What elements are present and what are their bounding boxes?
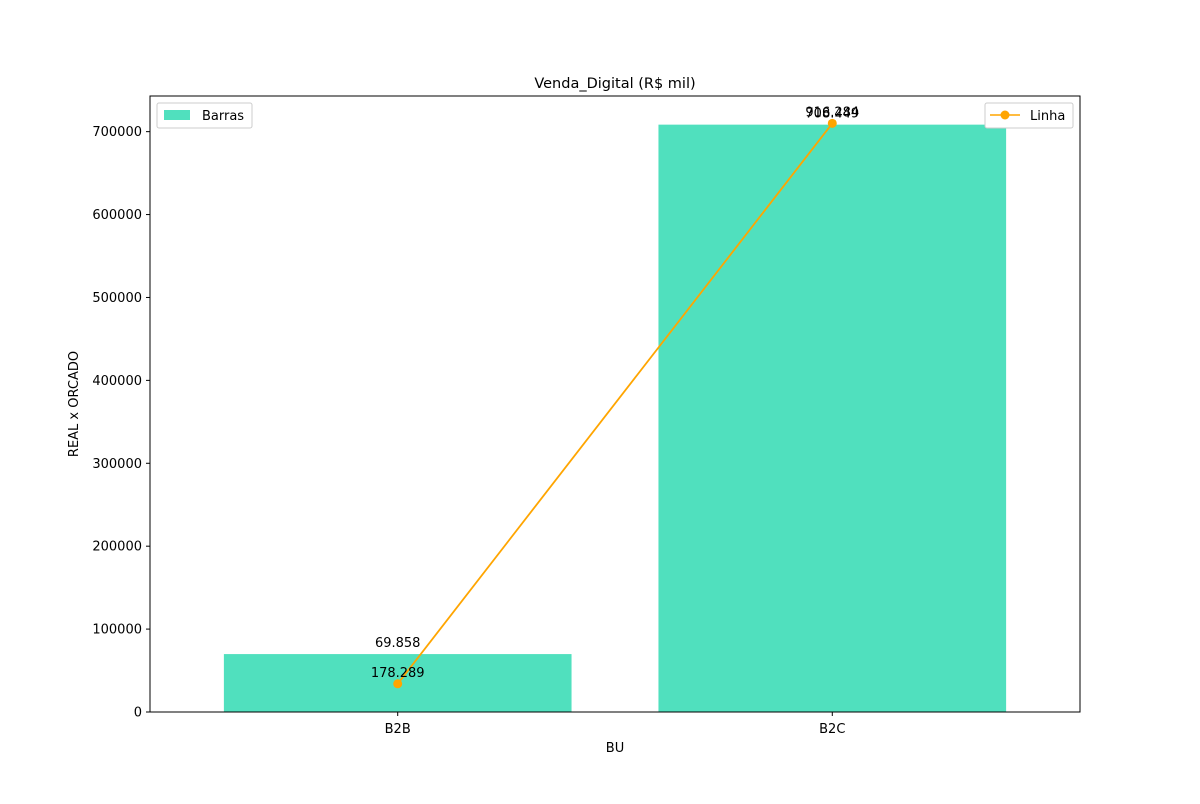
y-tick-label: 500000 — [92, 291, 142, 306]
y-tick-label: 0 — [134, 706, 142, 721]
legend-bars-label: Barras — [202, 109, 244, 124]
y-tick-label: 600000 — [92, 208, 142, 223]
bar-value-label-b2c: 708.449 — [805, 107, 859, 122]
line-point-b2c — [827, 118, 837, 128]
bar-value-label-b2b: 69.858 — [375, 636, 421, 651]
plot-area-frame — [149, 95, 1081, 713]
bars-layer — [223, 124, 1007, 712]
legend-bars: Barras — [156, 102, 253, 129]
chart-title: Venda_Digital (R$ mil) — [534, 76, 695, 92]
x-tick-label-b2b: B2B — [385, 722, 411, 737]
y-tick-label: 200000 — [92, 540, 142, 555]
bar-b2c — [658, 124, 1007, 712]
line-point-b2b — [393, 679, 403, 689]
line-series-path — [396, 122, 834, 685]
line-value-label-b2c: 916.284 — [805, 105, 859, 120]
legend-bars-swatch — [164, 110, 190, 120]
x-tick-label-b2c: B2C — [819, 722, 845, 737]
y-tick-label: 300000 — [92, 457, 142, 472]
y-tick-label: 400000 — [92, 374, 142, 389]
line-value-label-b2b: 178.289 — [371, 666, 425, 681]
legend-line-marker — [1000, 110, 1010, 120]
y-tick-label: 100000 — [92, 623, 142, 638]
legend-line: Linha — [984, 102, 1074, 129]
y-axis: 0 100000 200000 300000 400000 500000 600000 700… — [92, 125, 150, 721]
legend-line-label: Linha — [1030, 109, 1065, 124]
x-axis: B2B B2C — [385, 712, 845, 737]
x-axis-label: BU — [606, 741, 624, 756]
data-labels-layer: 69.858 708.449 178.289 916.284 — [371, 105, 859, 680]
y-tick-label: 700000 — [92, 125, 142, 140]
y-axis-label: REAL x ORCADO — [67, 351, 82, 457]
line-layer — [393, 118, 837, 689]
